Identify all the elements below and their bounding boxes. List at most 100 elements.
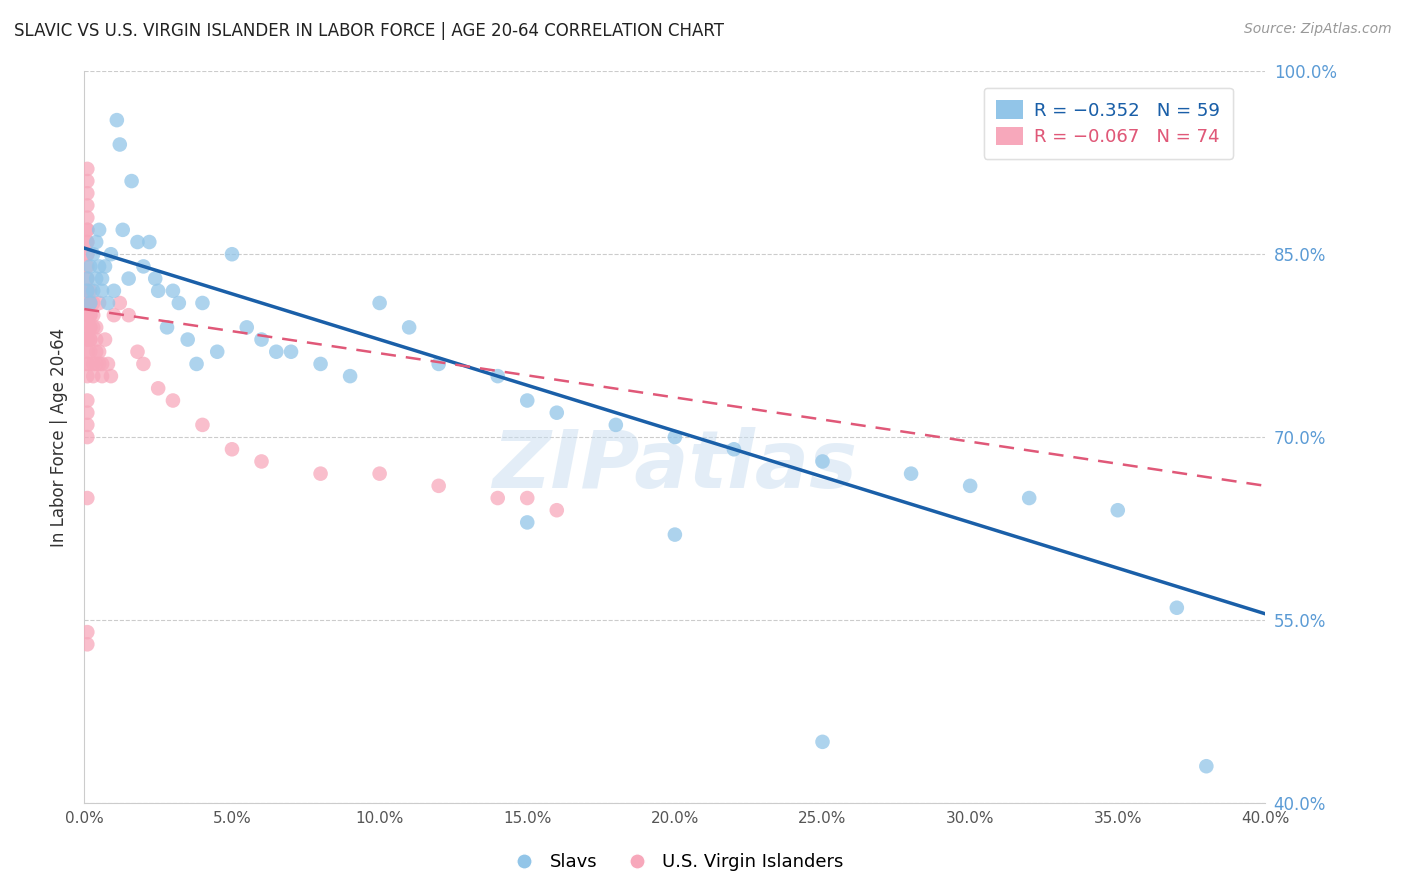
- Point: [76, 223, 98, 237]
- Y-axis label: In Labor Force | Age 20-64: In Labor Force | Age 20-64: [49, 327, 67, 547]
- Point: [76, 223, 98, 237]
- Point: [118, 271, 141, 285]
- Point: [108, 296, 131, 310]
- Point: [76, 186, 98, 201]
- Point: [427, 357, 450, 371]
- Point: [132, 357, 155, 371]
- Point: [111, 223, 134, 237]
- Point: [103, 284, 125, 298]
- Point: [89, 223, 111, 237]
- Point: [309, 467, 332, 481]
- Point: [108, 137, 131, 152]
- Text: Source: ZipAtlas.com: Source: ZipAtlas.com: [1244, 22, 1392, 37]
- Point: [138, 235, 160, 249]
- Point: [398, 320, 420, 334]
- Point: [79, 308, 101, 322]
- Point: [516, 491, 538, 505]
- Point: [167, 296, 190, 310]
- Point: [1195, 759, 1218, 773]
- Point: [76, 247, 98, 261]
- Point: [89, 260, 111, 274]
- Point: [250, 333, 273, 347]
- Point: [280, 344, 302, 359]
- Point: [82, 308, 104, 322]
- Point: [205, 344, 228, 359]
- Point: [79, 344, 101, 359]
- Point: [79, 320, 101, 334]
- Point: [82, 296, 104, 310]
- Point: [79, 296, 101, 310]
- Point: [811, 735, 834, 749]
- Point: [76, 161, 98, 176]
- Point: [264, 344, 288, 359]
- Point: [132, 260, 155, 274]
- Point: [339, 369, 361, 384]
- Point: [84, 344, 107, 359]
- Point: [76, 320, 98, 334]
- Point: [82, 284, 104, 298]
- Point: [76, 393, 98, 408]
- Point: [664, 527, 686, 541]
- Point: [121, 174, 143, 188]
- Point: [94, 333, 117, 347]
- Point: [1018, 491, 1040, 505]
- Point: [486, 491, 509, 505]
- Point: [91, 369, 114, 384]
- Point: [143, 271, 166, 285]
- Point: [76, 369, 98, 384]
- Point: [76, 357, 98, 371]
- Point: [76, 284, 98, 298]
- Point: [76, 260, 98, 274]
- Point: [148, 381, 170, 395]
- Point: [76, 333, 98, 347]
- Point: [79, 333, 101, 347]
- Point: [84, 320, 107, 334]
- Point: [79, 296, 101, 310]
- Point: [82, 320, 104, 334]
- Point: [82, 369, 104, 384]
- Point: [221, 442, 243, 457]
- Legend: Slavs, U.S. Virgin Islanders: Slavs, U.S. Virgin Islanders: [499, 847, 851, 879]
- Point: [79, 260, 101, 274]
- Point: [1166, 600, 1188, 615]
- Point: [76, 637, 98, 651]
- Point: [91, 357, 114, 371]
- Point: [89, 357, 111, 371]
- Point: [76, 491, 98, 505]
- Point: [236, 320, 259, 334]
- Point: [221, 247, 243, 261]
- Point: [156, 320, 179, 334]
- Point: [94, 260, 117, 274]
- Point: [127, 344, 149, 359]
- Point: [84, 333, 107, 347]
- Point: [91, 284, 114, 298]
- Point: [368, 296, 391, 310]
- Point: [76, 406, 98, 420]
- Point: [76, 296, 98, 310]
- Point: [82, 247, 104, 261]
- Point: [76, 271, 98, 285]
- Point: [162, 393, 184, 408]
- Point: [191, 417, 214, 432]
- Point: [105, 113, 128, 128]
- Point: [79, 320, 101, 334]
- Point: [79, 284, 101, 298]
- Point: [82, 357, 104, 371]
- Point: [100, 369, 122, 384]
- Point: [76, 357, 98, 371]
- Point: [91, 271, 114, 285]
- Point: [546, 406, 568, 420]
- Point: [79, 296, 101, 310]
- Point: [76, 308, 98, 322]
- Point: [186, 357, 208, 371]
- Point: [1107, 503, 1129, 517]
- Point: [368, 467, 391, 481]
- Point: [177, 333, 200, 347]
- Point: [76, 284, 98, 298]
- Point: [811, 454, 834, 468]
- Point: [664, 430, 686, 444]
- Point: [250, 454, 273, 468]
- Point: [97, 296, 120, 310]
- Text: ZIPatlas: ZIPatlas: [492, 427, 858, 506]
- Point: [516, 393, 538, 408]
